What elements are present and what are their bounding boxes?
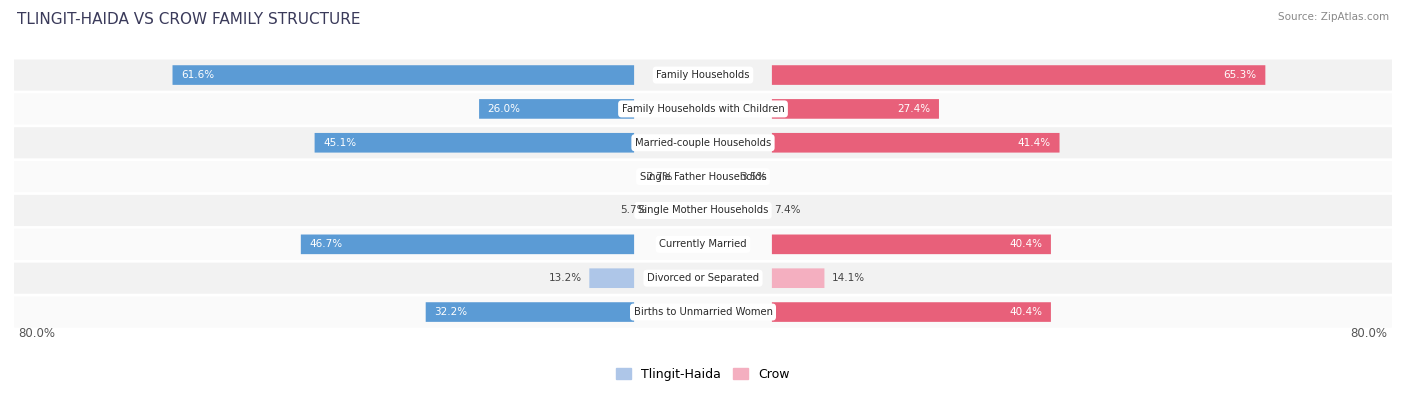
FancyBboxPatch shape	[772, 133, 1060, 152]
Text: 32.2%: 32.2%	[434, 307, 467, 317]
Text: Divorced or Separated: Divorced or Separated	[647, 273, 759, 283]
Text: 26.0%: 26.0%	[488, 104, 520, 114]
FancyBboxPatch shape	[14, 127, 1392, 158]
Text: 27.4%: 27.4%	[897, 104, 931, 114]
Text: Births to Unmarried Women: Births to Unmarried Women	[634, 307, 772, 317]
FancyBboxPatch shape	[772, 268, 824, 288]
FancyBboxPatch shape	[426, 302, 634, 322]
Text: 46.7%: 46.7%	[309, 239, 343, 249]
Legend: Tlingit-Haida, Crow: Tlingit-Haida, Crow	[616, 368, 790, 381]
FancyBboxPatch shape	[14, 263, 1392, 294]
Text: 65.3%: 65.3%	[1223, 70, 1257, 80]
FancyBboxPatch shape	[772, 235, 1050, 254]
Text: 61.6%: 61.6%	[181, 70, 214, 80]
FancyBboxPatch shape	[772, 302, 1050, 322]
Text: Family Households: Family Households	[657, 70, 749, 80]
Text: Single Mother Households: Single Mother Households	[638, 205, 768, 216]
Text: Family Households with Children: Family Households with Children	[621, 104, 785, 114]
FancyBboxPatch shape	[772, 65, 1265, 85]
Text: 80.0%: 80.0%	[1351, 327, 1388, 340]
FancyBboxPatch shape	[14, 93, 1392, 124]
FancyBboxPatch shape	[14, 60, 1392, 90]
FancyBboxPatch shape	[772, 99, 939, 119]
Text: 41.4%: 41.4%	[1018, 138, 1050, 148]
Text: Single Father Households: Single Father Households	[640, 171, 766, 182]
FancyBboxPatch shape	[173, 65, 634, 85]
FancyBboxPatch shape	[14, 297, 1392, 327]
Text: 5.7%: 5.7%	[620, 205, 647, 216]
FancyBboxPatch shape	[14, 195, 1392, 226]
FancyBboxPatch shape	[315, 133, 634, 152]
Text: 40.4%: 40.4%	[1010, 307, 1042, 317]
Text: 80.0%: 80.0%	[18, 327, 55, 340]
Text: 13.2%: 13.2%	[550, 273, 582, 283]
Text: 2.7%: 2.7%	[647, 171, 673, 182]
FancyBboxPatch shape	[589, 268, 634, 288]
FancyBboxPatch shape	[479, 99, 634, 119]
Text: 40.4%: 40.4%	[1010, 239, 1042, 249]
FancyBboxPatch shape	[14, 161, 1392, 192]
Text: 45.1%: 45.1%	[323, 138, 356, 148]
Text: 7.4%: 7.4%	[773, 205, 800, 216]
Text: 14.1%: 14.1%	[831, 273, 865, 283]
Text: Currently Married: Currently Married	[659, 239, 747, 249]
Text: 3.5%: 3.5%	[740, 171, 766, 182]
Text: Source: ZipAtlas.com: Source: ZipAtlas.com	[1278, 12, 1389, 22]
FancyBboxPatch shape	[301, 235, 634, 254]
FancyBboxPatch shape	[14, 229, 1392, 260]
Text: TLINGIT-HAIDA VS CROW FAMILY STRUCTURE: TLINGIT-HAIDA VS CROW FAMILY STRUCTURE	[17, 12, 360, 27]
Text: Married-couple Households: Married-couple Households	[636, 138, 770, 148]
